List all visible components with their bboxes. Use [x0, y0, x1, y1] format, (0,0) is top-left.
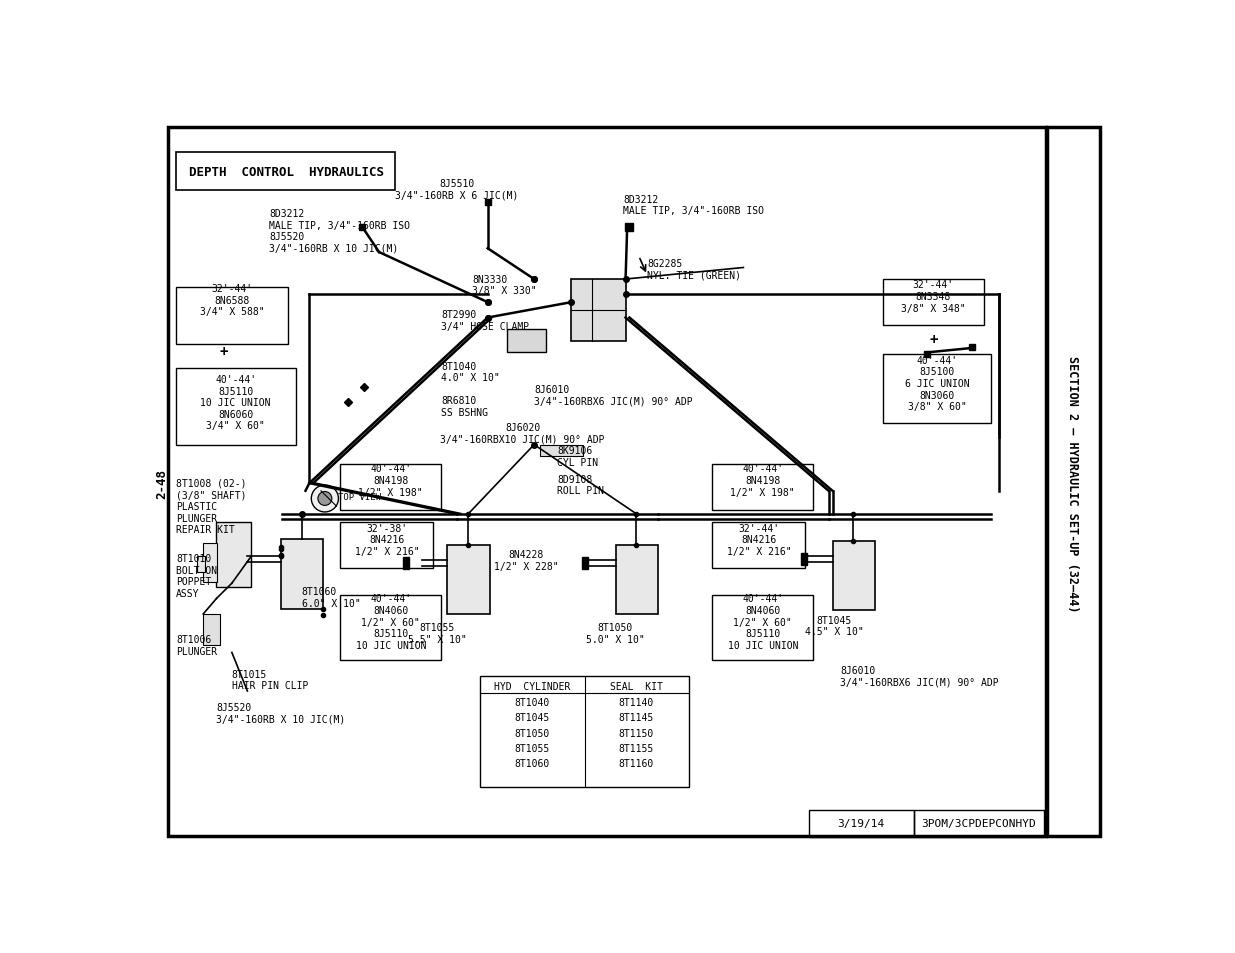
Text: 8T1050: 8T1050 [514, 728, 550, 738]
Text: 8T1060: 8T1060 [514, 759, 550, 768]
Bar [809, 810, 914, 838]
Text: 32'-44'
8N3348
3/8" X 348": 32'-44' 8N3348 3/8" X 348" [902, 280, 966, 314]
Ellipse shape [311, 485, 338, 513]
Text: 32'-44'
8N4216
1/2" X 216": 32'-44' 8N4216 1/2" X 216" [726, 523, 792, 557]
Text: 40'-44'
8J5110
10 JIC UNION
8N6060
3/4" X 60": 40'-44' 8J5110 10 JIC UNION 8N6060 3/4" … [200, 375, 270, 431]
Text: 8K9106
CYL PIN: 8K9106 CYL PIN [557, 446, 599, 467]
Bar [713, 464, 813, 511]
Text: 8T1055
5.5" X 10": 8T1055 5.5" X 10" [408, 622, 467, 644]
Text: 8T1150: 8T1150 [619, 728, 655, 738]
Text: 40'-44'
8N4060
1/2" X 60"
8J5110
10 JIC UNION: 40'-44' 8N4060 1/2" X 60" 8J5110 10 JIC … [356, 594, 426, 650]
Text: 8D3212
MALE TIP, 3/4"-160RB ISO: 8D3212 MALE TIP, 3/4"-160RB ISO [269, 209, 410, 231]
Bar [883, 280, 983, 326]
Text: 8T1015
HAIR PIN CLIP: 8T1015 HAIR PIN CLIP [232, 669, 309, 691]
Text: HYD  CYLINDER: HYD CYLINDER [494, 681, 571, 692]
Bar [177, 368, 296, 445]
Text: 8T1045
4.5" X 10": 8T1045 4.5" X 10" [805, 615, 863, 637]
Bar [615, 545, 658, 615]
Text: 32'-38'
8N4216
1/2" X 216": 32'-38' 8N4216 1/2" X 216" [354, 523, 419, 557]
Text: 8T1040: 8T1040 [514, 697, 550, 707]
Bar [341, 595, 441, 660]
Text: 8T1160: 8T1160 [619, 759, 655, 768]
Text: 8T1055: 8T1055 [514, 743, 550, 753]
Text: 8J6010
3/4"-160RBX6 JIC(M) 90° ADP: 8J6010 3/4"-160RBX6 JIC(M) 90° ADP [840, 665, 999, 687]
Bar [216, 522, 251, 587]
Bar [541, 445, 583, 456]
Text: 8J6020
3/4"-160RBX10 JIC(M) 90° ADP: 8J6020 3/4"-160RBX10 JIC(M) 90° ADP [440, 423, 605, 444]
Text: 8T1145: 8T1145 [619, 713, 655, 722]
Text: 8G2285
NYL. TIE (GREEN): 8G2285 NYL. TIE (GREEN) [647, 259, 741, 280]
Bar [508, 330, 546, 353]
Text: 8D9108
ROLL PIN: 8D9108 ROLL PIN [557, 475, 604, 496]
Bar [177, 288, 289, 345]
Text: TOP VIEW: TOP VIEW [338, 493, 382, 502]
Text: 8T1008 (02-)
(3/8" SHAFT)
PLASTIC
PLUNGER
REPAIR KIT: 8T1008 (02-) (3/8" SHAFT) PLASTIC PLUNGE… [177, 478, 247, 535]
Text: 40'-44'
8J5100
6 JIC UNION
8N3060
3/8" X 60": 40'-44' 8J5100 6 JIC UNION 8N3060 3/8" X… [905, 355, 969, 412]
Text: 8J5510
3/4"-160RB X 6 JIC(M): 8J5510 3/4"-160RB X 6 JIC(M) [395, 179, 519, 200]
Text: +: + [929, 333, 937, 347]
Text: 40'-44'
8N4060
1/2" X 60"
8J5110
10 JIC UNION: 40'-44' 8N4060 1/2" X 60" 8J5110 10 JIC … [727, 594, 798, 650]
Text: 8J6010
3/4"-160RBX6 JIC(M) 90° ADP: 8J6010 3/4"-160RBX6 JIC(M) 90° ADP [534, 384, 693, 406]
Text: 40'-44'
8N4198
1/2" X 198": 40'-44' 8N4198 1/2" X 198" [730, 464, 795, 497]
Bar [832, 541, 876, 611]
Bar [1047, 129, 1100, 836]
Text: DEPTH  CONTROL  HYDRAULICS: DEPTH CONTROL HYDRAULICS [189, 166, 384, 178]
Text: SEAL  KIT: SEAL KIT [610, 681, 663, 692]
Text: 8N3330
3/8" X 330": 8N3330 3/8" X 330" [472, 274, 537, 296]
Text: 3POM/3CPDEPCONHYD: 3POM/3CPDEPCONHYD [921, 819, 1036, 828]
Text: 8T1010
BOLT ON
POPPET
ASSY: 8T1010 BOLT ON POPPET ASSY [177, 554, 217, 598]
Text: 8T1006
PLUNGER: 8T1006 PLUNGER [177, 635, 217, 656]
Text: 32'-44'
8N6588
3/4" X 588": 32'-44' 8N6588 3/4" X 588" [200, 284, 264, 317]
Text: 8R6810
SS BSHNG: 8R6810 SS BSHNG [441, 395, 488, 417]
Text: 8T1050
5.0" X 10": 8T1050 5.0" X 10" [587, 622, 645, 644]
Text: 2-48: 2-48 [156, 469, 169, 498]
Bar [447, 545, 490, 615]
Bar [198, 557, 205, 572]
Bar [341, 522, 433, 568]
Text: 8T1045: 8T1045 [514, 713, 550, 722]
Text: 8D3212
MALE TIP, 3/4"-160RB ISO: 8D3212 MALE TIP, 3/4"-160RB ISO [624, 194, 764, 216]
Bar [177, 152, 395, 192]
Text: SECTION 2 – HYDRAULIC SET-UP (32–44): SECTION 2 – HYDRAULIC SET-UP (32–44) [1066, 355, 1079, 612]
Bar [914, 810, 1044, 838]
Bar [280, 539, 324, 609]
Bar [713, 522, 805, 568]
Bar [572, 280, 626, 341]
Text: 8J5520
3/4"-160RB X 10 JIC(M): 8J5520 3/4"-160RB X 10 JIC(M) [216, 702, 346, 723]
Bar [480, 676, 689, 787]
Text: 3/19/14: 3/19/14 [837, 819, 884, 828]
Bar [204, 543, 217, 582]
Bar [204, 615, 220, 645]
Text: 40'-44'
8N4198
1/2" X 198": 40'-44' 8N4198 1/2" X 198" [358, 464, 424, 497]
Bar [341, 464, 441, 511]
Text: 8T2990
3/4" HOSE CLAMP: 8T2990 3/4" HOSE CLAMP [441, 310, 530, 332]
Ellipse shape [317, 492, 332, 506]
Text: 8T1060
6.0" X 10": 8T1060 6.0" X 10" [301, 587, 361, 608]
Text: 8T1040
4.0" X 10": 8T1040 4.0" X 10" [441, 361, 500, 383]
Text: 8T1140: 8T1140 [619, 697, 655, 707]
Bar [713, 595, 813, 660]
Text: 8N4228
1/2" X 228": 8N4228 1/2" X 228" [494, 550, 558, 571]
Text: +: + [220, 344, 228, 358]
Text: 8T1155: 8T1155 [619, 743, 655, 753]
Bar [883, 355, 992, 423]
Text: 8J5520
3/4"-160RB X 10 JIC(M): 8J5520 3/4"-160RB X 10 JIC(M) [269, 232, 399, 253]
